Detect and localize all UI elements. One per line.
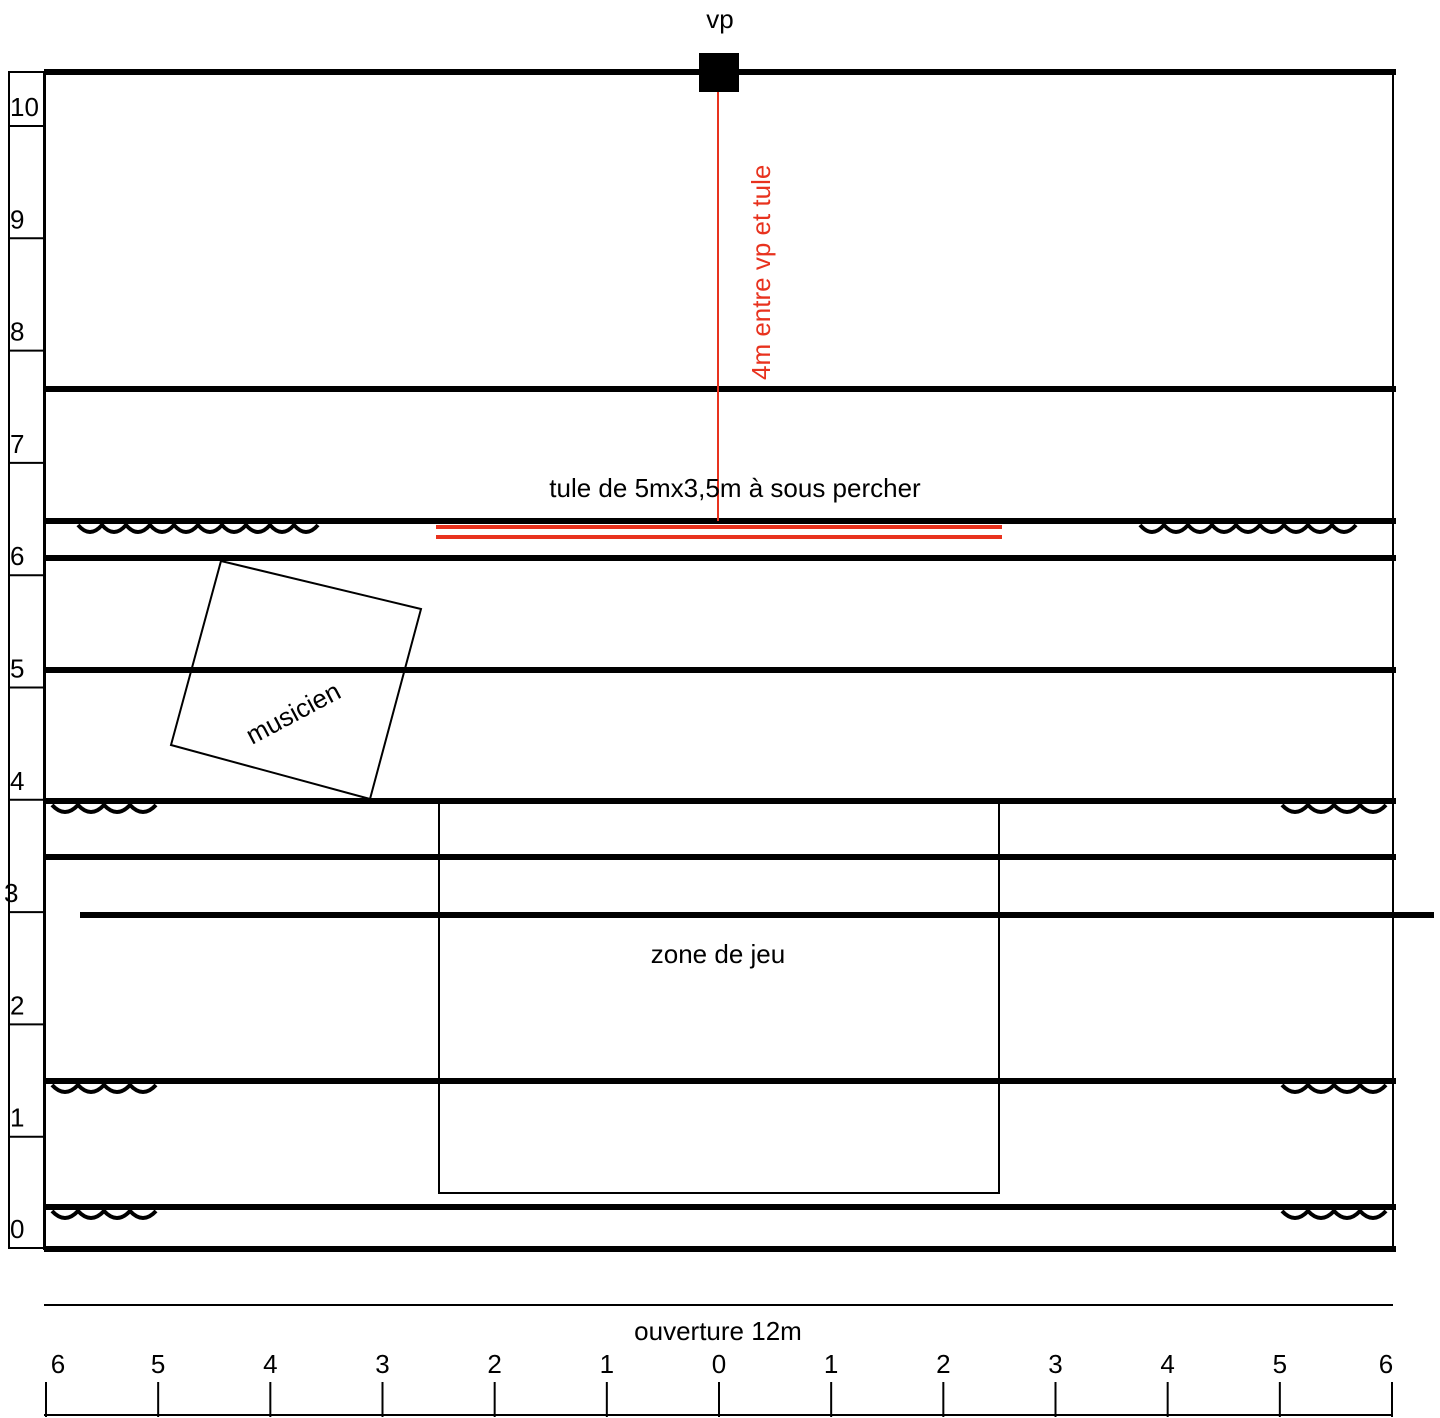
width-tick-label: 2 — [936, 1349, 950, 1379]
tulle — [436, 525, 1002, 539]
depth-tick-label: 5 — [10, 654, 24, 684]
curtain-leg-right — [1280, 1082, 1388, 1094]
width-tick-label: 5 — [1273, 1349, 1287, 1379]
projector-square — [699, 53, 739, 92]
curtain-leg-right — [1280, 1208, 1388, 1220]
width-scale: 6 5 4 3 2 1 0 1 2 3 4 5 6 — [44, 1349, 1393, 1417]
depth-tick-label: 3 — [4, 878, 18, 908]
width-tick-label: 1 — [824, 1349, 838, 1379]
curtain-leg-right — [1138, 521, 1358, 534]
curtain-leg-left — [50, 1082, 158, 1094]
width-tick-label: 2 — [487, 1349, 501, 1379]
width-tick-label: 4 — [263, 1349, 277, 1379]
depth-scale: 0 1 2 3 4 5 6 7 8 9 10 — [4, 71, 46, 1249]
projector-label: vp — [706, 4, 733, 34]
tulle-label: tule de 5mx3,5m à sous percher — [549, 473, 921, 503]
curtain-legs — [50, 521, 1388, 1220]
width-tick-label: 3 — [1048, 1349, 1062, 1379]
play-zone-label: zone de jeu — [651, 939, 785, 969]
depth-tick-label: 8 — [10, 317, 24, 347]
depth-tick-label: 6 — [10, 541, 24, 571]
depth-tick-label: 10 — [10, 92, 39, 122]
curtain-leg-left — [76, 521, 320, 534]
width-tick-label: 5 — [151, 1349, 165, 1379]
width-tick-label: 6 — [51, 1349, 65, 1379]
width-tick-label: 3 — [375, 1349, 389, 1379]
depth-scale-ticks: 0 1 2 3 4 5 6 7 8 9 10 — [4, 92, 45, 1244]
width-tick-label: 1 — [600, 1349, 614, 1379]
depth-tick-label: 2 — [10, 990, 24, 1020]
depth-tick-label: 0 — [10, 1214, 24, 1244]
depth-tick-label: 1 — [10, 1103, 24, 1133]
width-tick-label: 0 — [712, 1349, 726, 1379]
width-tick-label: 4 — [1160, 1349, 1174, 1379]
curtain-leg-left — [50, 802, 158, 814]
width-tick-label: 6 — [1379, 1349, 1393, 1379]
curtain-leg-right — [1280, 802, 1388, 814]
depth-tick-label: 7 — [10, 429, 24, 459]
musician-area — [169, 559, 423, 801]
depth-tick-label: 4 — [10, 766, 24, 796]
musician-label: musicien — [241, 676, 346, 751]
play-zone — [438, 800, 1000, 1194]
width-scale-ticks: 6 5 4 3 2 1 0 1 2 3 4 5 6 — [45, 1349, 1393, 1417]
curtain-leg-left — [50, 1208, 158, 1220]
opening-label: ouverture 12m — [634, 1316, 802, 1346]
battens — [44, 69, 1434, 1252]
throw-distance-label: 4m entre vp et tule — [746, 165, 776, 380]
depth-tick-label: 9 — [10, 204, 24, 234]
